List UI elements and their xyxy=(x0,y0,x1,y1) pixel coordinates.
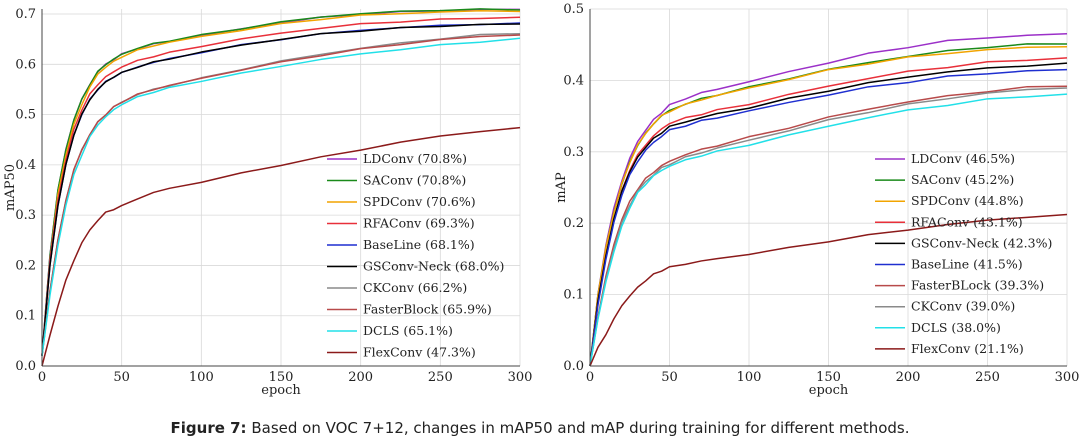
legend-entry: LDConv (46.5%) xyxy=(911,151,1015,166)
series-line xyxy=(41,16,521,357)
series-line xyxy=(589,32,1068,367)
series-line xyxy=(589,62,1068,367)
series-line xyxy=(589,87,1068,367)
y-tick-label: 0.4 xyxy=(15,158,36,173)
legend-entry: DCLS (38.0%) xyxy=(911,320,1001,335)
y-tick-label: 0.5 xyxy=(563,2,584,17)
x-tick-label: 200 xyxy=(348,370,373,385)
y-tick-label: 0.1 xyxy=(563,288,584,303)
series-line xyxy=(41,34,521,357)
y-tick-label: 0.1 xyxy=(15,309,36,324)
legend-entry: CKConv (39.0%) xyxy=(911,299,1015,314)
legend-entry: FlexConv (21.1%) xyxy=(911,341,1024,356)
series-line xyxy=(41,126,521,367)
series-line xyxy=(41,8,521,356)
legend-entry: BaseLine (68.1%) xyxy=(363,237,475,252)
series-line xyxy=(41,10,521,357)
y-tick-label: 0.2 xyxy=(563,216,584,231)
legend-entry: RFAConv (69.3%) xyxy=(363,216,475,231)
legend-entry: SPDConv (44.8%) xyxy=(911,193,1024,208)
legend-entry: CKConv (66.2%) xyxy=(363,280,467,295)
x-tick-label: 300 xyxy=(1055,370,1080,385)
series-line xyxy=(589,68,1068,367)
legend-entry: FasterBLock (39.3%) xyxy=(911,278,1044,293)
legend-entry: GSConv-Neck (42.3%) xyxy=(911,235,1052,250)
series-line xyxy=(589,213,1068,367)
x-axis-label: epoch xyxy=(809,383,849,398)
y-tick-label: 0.0 xyxy=(563,359,584,374)
legend-entry: GSConv-Neck (68.0%) xyxy=(363,259,504,274)
series-line xyxy=(41,37,521,357)
y-axis-label: mAP xyxy=(554,172,569,203)
series-line xyxy=(589,85,1068,367)
legend-entry: BaseLine (41.5%) xyxy=(911,257,1023,272)
y-tick-label: 0.3 xyxy=(15,208,36,223)
legend-entry: SPDConv (70.6%) xyxy=(363,194,476,209)
y-tick-label: 0.7 xyxy=(15,7,36,22)
y-tick-label: 0.6 xyxy=(15,57,36,72)
figure-caption: Figure 7: Based on VOC 7+12, changes in … xyxy=(0,419,1080,437)
legend-entry: FlexConv (47.3%) xyxy=(363,345,476,360)
x-tick-label: 150 xyxy=(816,370,841,385)
y-tick-label: 0.2 xyxy=(15,258,36,273)
chart-map: 0 50 100 150 200 250 300 0.0 0.1 0.2 0.3 0.4 0.5 epoc… xyxy=(554,2,1079,398)
x-tick-label: 0 xyxy=(586,370,594,385)
y-axis-label: mAP50 xyxy=(3,164,18,211)
x-tick-label: 100 xyxy=(737,370,762,385)
y-tick-label: 0.0 xyxy=(15,359,36,374)
caption-text: Based on VOC 7+12, changes in mAP50 and … xyxy=(251,419,910,437)
x-tick-label: 250 xyxy=(975,370,1000,385)
x-tick-label: 150 xyxy=(269,370,294,385)
x-tick-label: 250 xyxy=(428,370,453,385)
x-tick-label: 200 xyxy=(896,370,921,385)
legend-entry: SAConv (70.8%) xyxy=(363,173,466,188)
series-line xyxy=(41,23,521,357)
legend-entry: RFAConv (43.1%) xyxy=(911,214,1023,229)
legend-entry: SAConv (45.2%) xyxy=(911,172,1014,187)
legend-entry: FasterBlock (65.9%) xyxy=(363,302,492,317)
x-tick-label: 50 xyxy=(661,370,678,385)
y-tick-label: 0.5 xyxy=(15,108,36,123)
series-line xyxy=(589,93,1068,367)
x-tick-label: 50 xyxy=(113,370,130,385)
x-tick-label: 0 xyxy=(38,370,46,385)
series-line xyxy=(589,46,1068,367)
y-tick-label: 0.3 xyxy=(563,145,584,160)
x-tick-label: 100 xyxy=(189,370,214,385)
legend-entry: LDConv (70.8%) xyxy=(363,151,467,166)
x-axis-label: epoch xyxy=(261,383,301,398)
x-tick-label: 300 xyxy=(508,370,533,385)
y-tick-label: 0.4 xyxy=(563,73,584,88)
legend-entry: DCLS (65.1%) xyxy=(363,323,453,338)
chart-map50: 0 50 100 150 200 250 300 0.0 0.1 0.2 0.3 0.4 0.5 0.6 0… xyxy=(3,7,532,398)
caption-label: Figure 7: xyxy=(170,419,247,437)
